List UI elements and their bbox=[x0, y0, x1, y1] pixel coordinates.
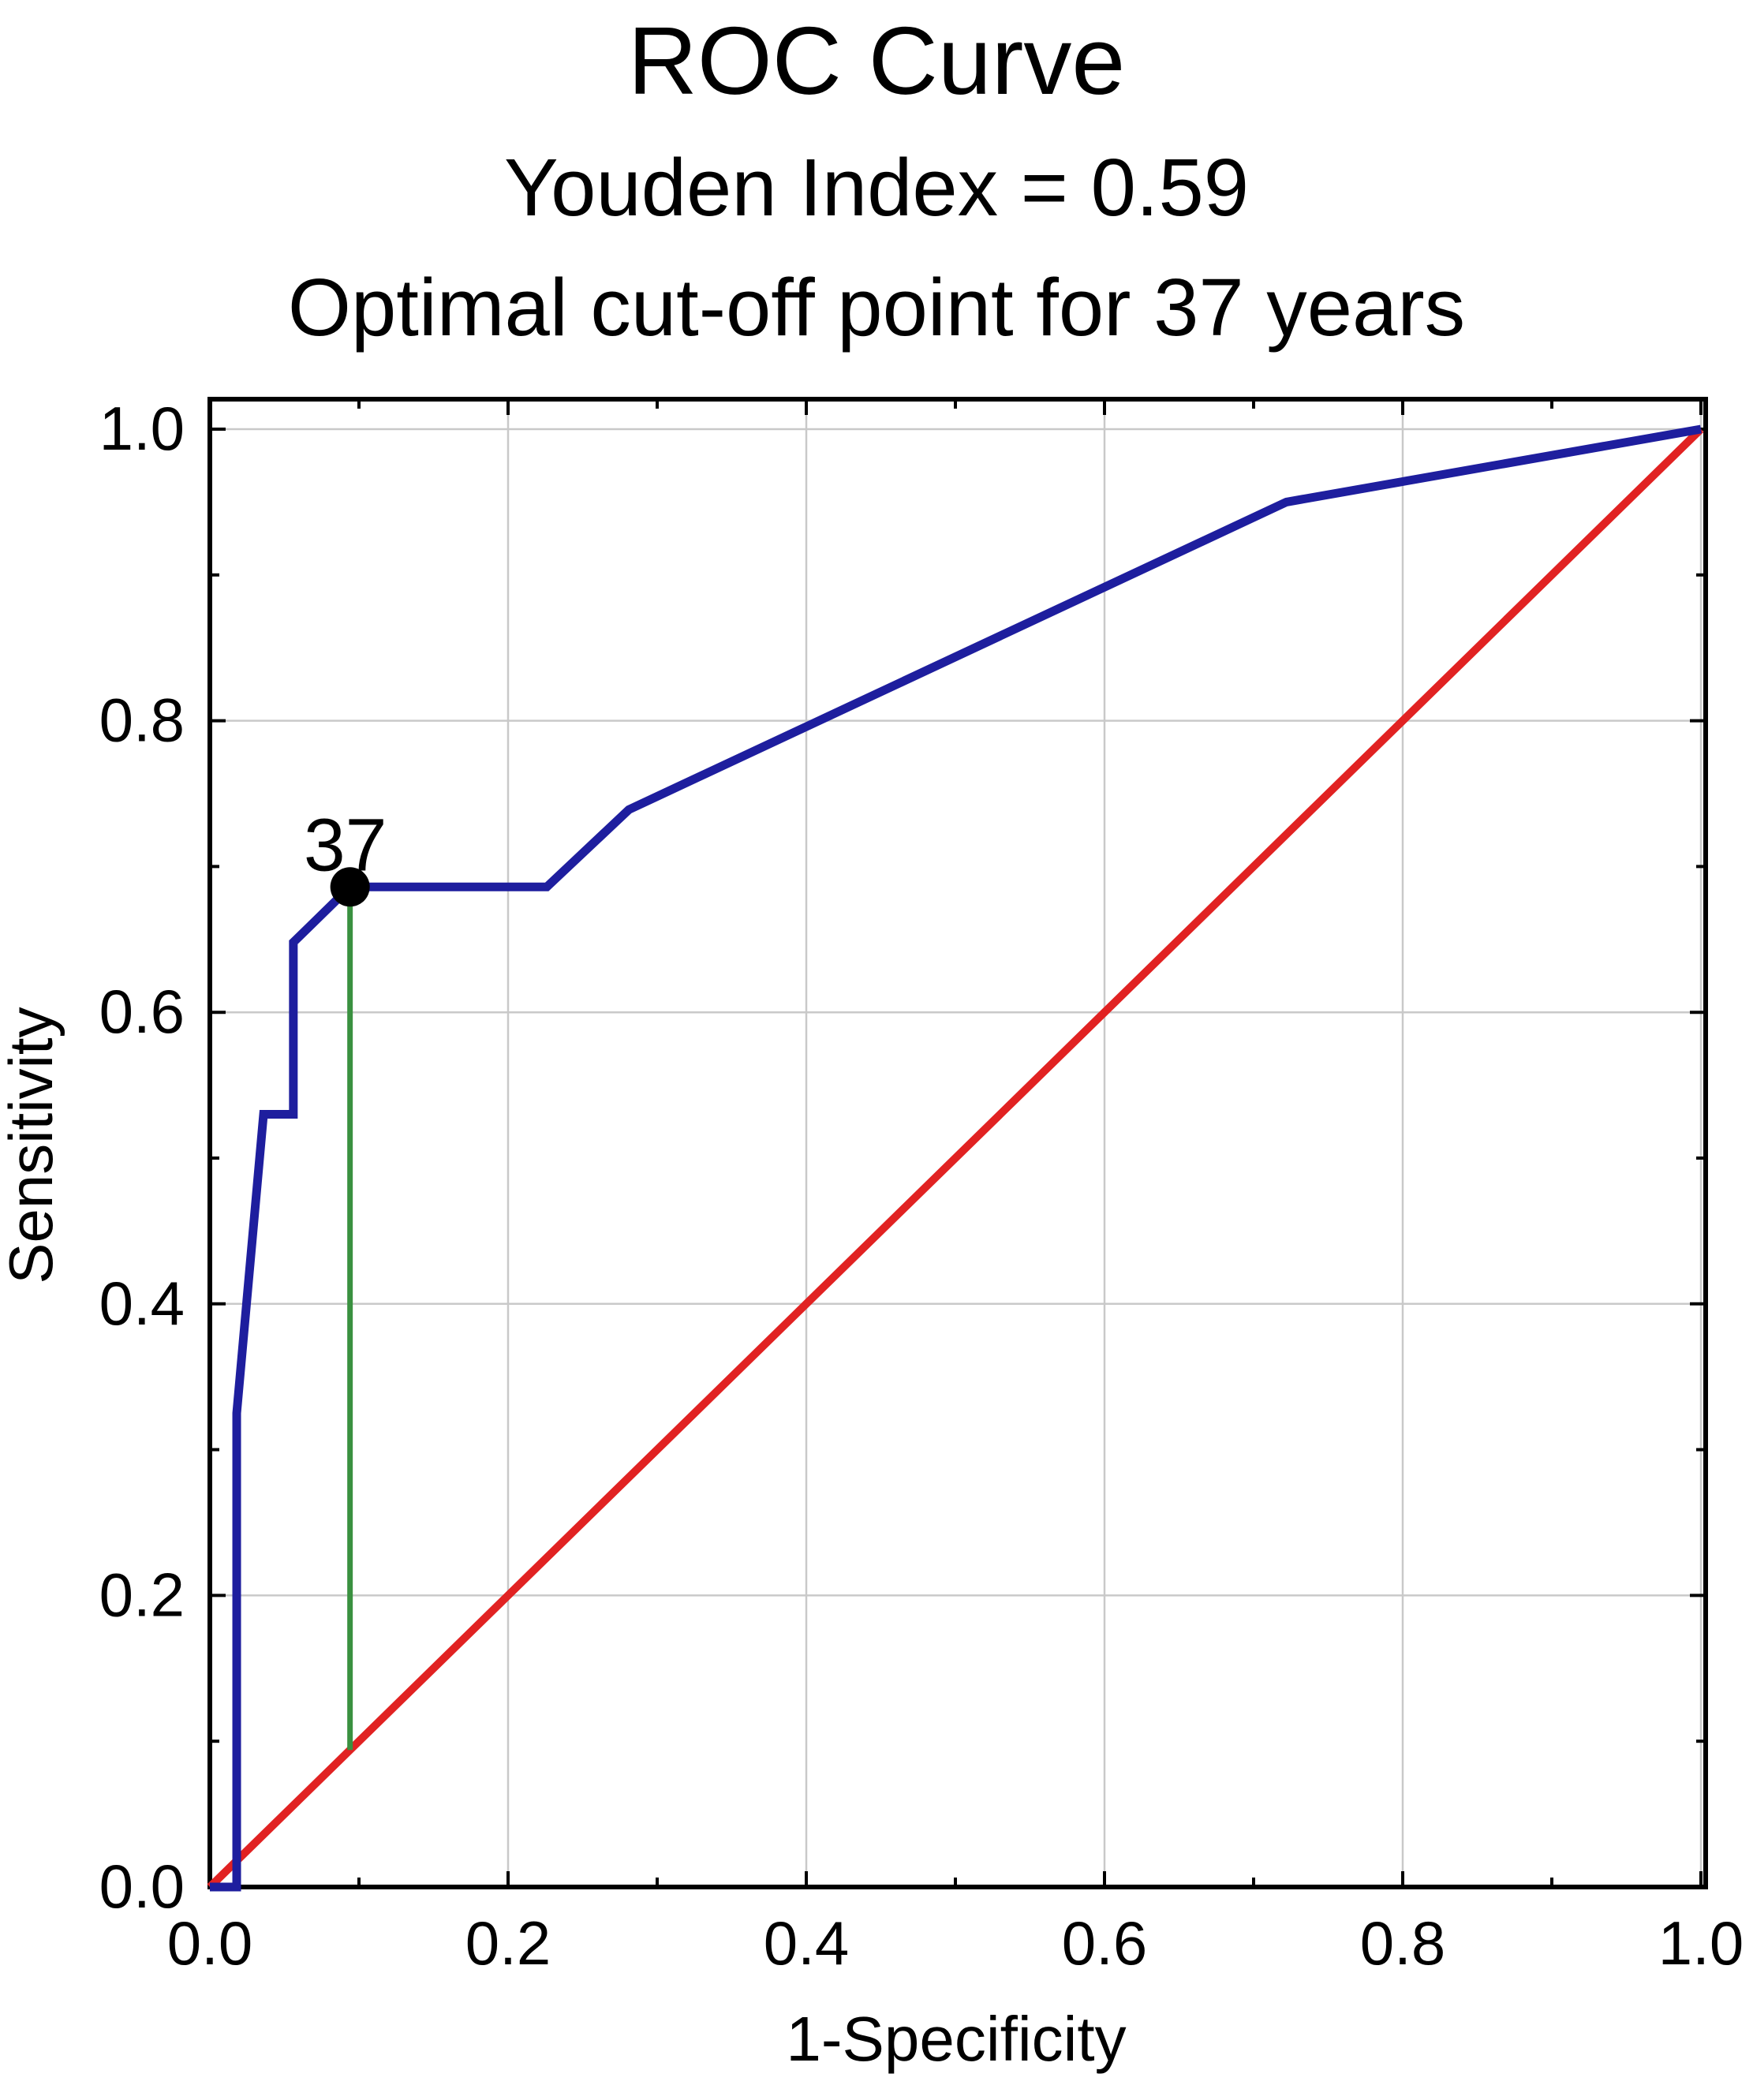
cutoff-point-label: 37 bbox=[304, 803, 387, 887]
x-tick-label: 0.0 bbox=[167, 1908, 252, 1978]
x-tick-label: 0.4 bbox=[764, 1908, 849, 1978]
series-chance-diagonal bbox=[207, 426, 1704, 1890]
y-tick-label: 0.4 bbox=[99, 1269, 185, 1338]
tick-labels: 0.0 0.2 0.4 0.6 0.8 1.0 0.0 0.2 0.4 0.6 0.8 1.0 bbox=[99, 394, 1744, 1978]
series-roc-curve bbox=[210, 424, 1702, 1892]
x-tick-label: 0.8 bbox=[1360, 1908, 1445, 1978]
cutoff-marker-group: 37 bbox=[304, 803, 387, 907]
x-tick-label: 1.0 bbox=[1658, 1908, 1744, 1978]
chart-series bbox=[207, 424, 1704, 1892]
x-axis-label: 1-Specificity bbox=[786, 2004, 1126, 2074]
x-tick-label: 0.6 bbox=[1062, 1908, 1147, 1978]
y-tick-label: 0.0 bbox=[99, 1852, 185, 1921]
cutoff-point-dot bbox=[330, 867, 370, 907]
gridlines bbox=[210, 399, 1706, 1887]
plot-box bbox=[207, 397, 1708, 1889]
plot-box-spines bbox=[207, 397, 1708, 1889]
y-tick-label: 1.0 bbox=[99, 394, 185, 463]
x-tick-label: 0.2 bbox=[465, 1908, 551, 1978]
y-tick-label: 0.8 bbox=[99, 686, 185, 755]
y-axis-label: Sensitivity bbox=[0, 1007, 65, 1284]
chart-title: ROC Curve bbox=[627, 7, 1126, 114]
y-tick-label: 0.6 bbox=[99, 977, 185, 1046]
chart-subtitle-optimal-cutoff: Optimal cut-off point for 37 years bbox=[287, 262, 1466, 353]
y-tick-label: 0.2 bbox=[99, 1560, 185, 1629]
chart-subtitle-youden-index: Youden Index = 0.59 bbox=[503, 142, 1250, 233]
